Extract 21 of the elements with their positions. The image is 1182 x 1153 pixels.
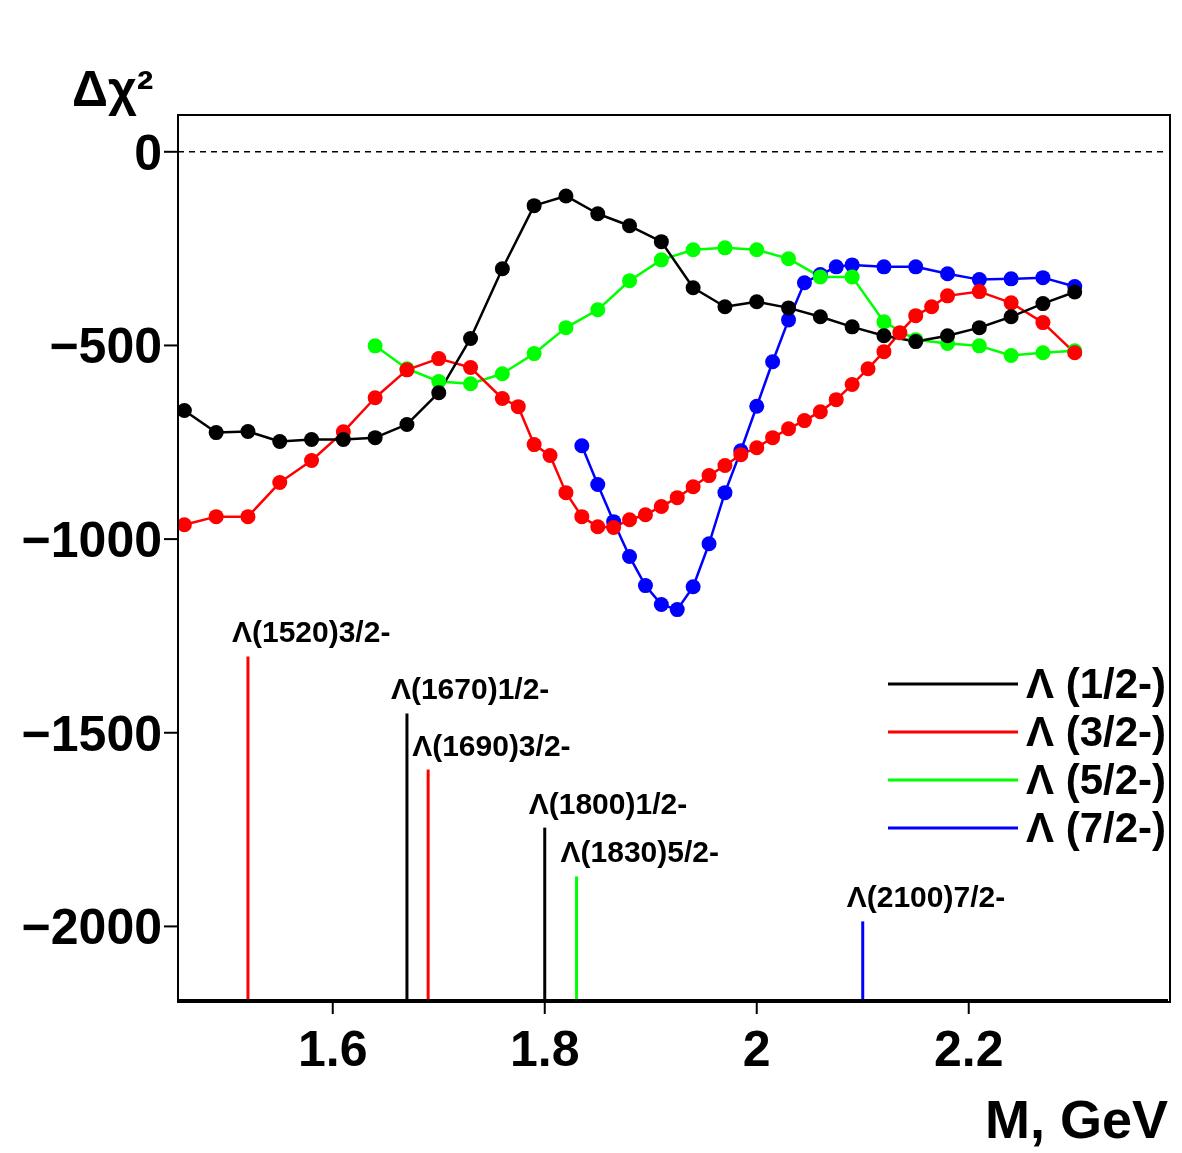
y-tick-label: 0 bbox=[134, 124, 162, 181]
annotation: Λ(2100)7/2- bbox=[846, 880, 1006, 914]
annotation: Λ(1670)1/2- bbox=[390, 672, 550, 706]
legend-label: Λ (1/2-) bbox=[1025, 660, 1166, 708]
x-tick-label: 2.2 bbox=[933, 1020, 1004, 1077]
x-tick-label: 1.8 bbox=[509, 1020, 580, 1077]
y-tick-label: −1500 bbox=[21, 705, 162, 762]
annotation: Λ(1690)3/2- bbox=[412, 728, 571, 762]
y-tick-label: −1000 bbox=[21, 511, 162, 568]
annotation: Λ(1520)3/2- bbox=[231, 615, 391, 649]
legend-label: Λ (5/2-) bbox=[1025, 756, 1166, 804]
annotation: Λ(1800)1/2- bbox=[528, 786, 688, 820]
y-axis-title: Δχ² bbox=[64, 28, 224, 118]
x-tick-label: 2 bbox=[742, 1020, 771, 1077]
x-tick-label: 1.6 bbox=[298, 1020, 368, 1077]
x-axis-title: M, GeV bbox=[984, 1089, 1168, 1149]
legend-label: Λ (3/2-) bbox=[1025, 708, 1166, 756]
legend-label: Λ (7/2-) bbox=[1025, 804, 1166, 852]
y-tick-label: −500 bbox=[49, 318, 162, 375]
annotation: Λ(1830)5/2- bbox=[560, 835, 719, 869]
y-tick-label: −2000 bbox=[21, 899, 162, 956]
